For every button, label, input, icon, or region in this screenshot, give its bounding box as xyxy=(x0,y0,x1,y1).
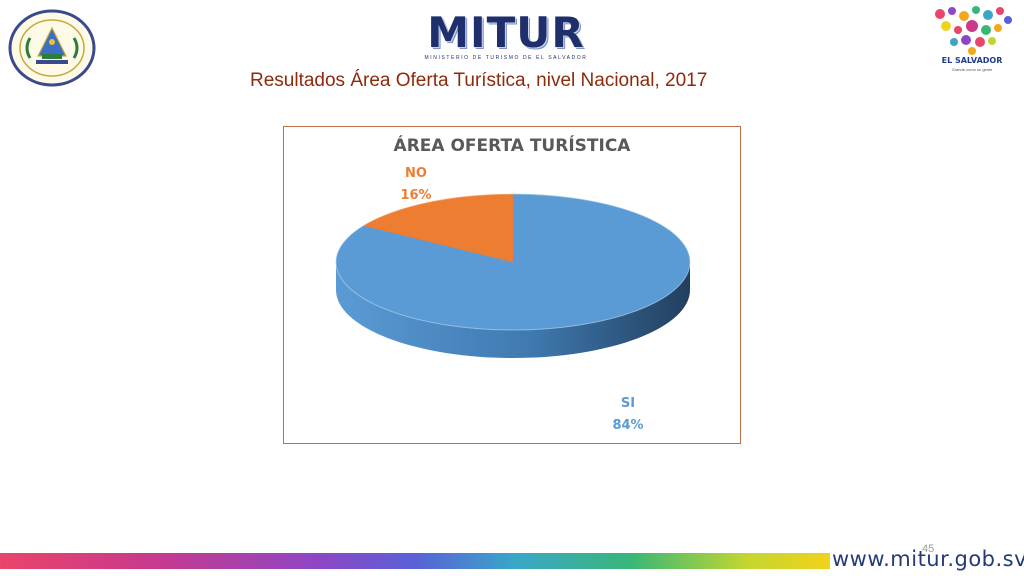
coat-of-arms-seal xyxy=(8,9,96,87)
website-url: www.mitur.gob.sv xyxy=(832,547,1024,571)
mitur-logo-subtext: MINISTERIO DE TURISMO DE EL SALVADOR xyxy=(424,55,588,61)
slice-value-si: 84% xyxy=(612,418,644,433)
pie-slice-si xyxy=(335,193,691,331)
slice-label-si: SI 84% xyxy=(598,393,658,437)
slide-title: Resultados Área Oferta Turística, nivel … xyxy=(250,70,708,91)
mitur-logo-text: MITUR xyxy=(427,8,585,57)
pie-chart xyxy=(335,193,691,358)
pie-slice-no xyxy=(362,193,514,263)
mitur-logo: MITUR MINISTERIO DE TURISMO DE EL SALVAD… xyxy=(418,8,594,61)
chart-title: ÁREA OFERTA TURÍSTICA xyxy=(393,136,631,156)
slice-category-no: NO xyxy=(405,166,427,181)
pie-side-wall xyxy=(336,262,690,358)
footer-color-stripe xyxy=(0,553,830,569)
pie-rim-highlight xyxy=(335,193,691,331)
chart-frame: ÁREA OFERTA TURÍSTICA NO 16% SI 84% xyxy=(283,126,741,444)
slice-label-no: NO 16% xyxy=(386,163,446,207)
slice-value-no: 16% xyxy=(400,188,432,203)
el-salvador-brand-name: EL SALVADOR xyxy=(941,56,1003,65)
el-salvador-brand-logo xyxy=(935,6,1012,55)
el-salvador-brand-tagline: Grande como su gente xyxy=(951,67,993,72)
page-number: 45 xyxy=(922,543,935,555)
slice-category-si: SI xyxy=(620,396,636,411)
